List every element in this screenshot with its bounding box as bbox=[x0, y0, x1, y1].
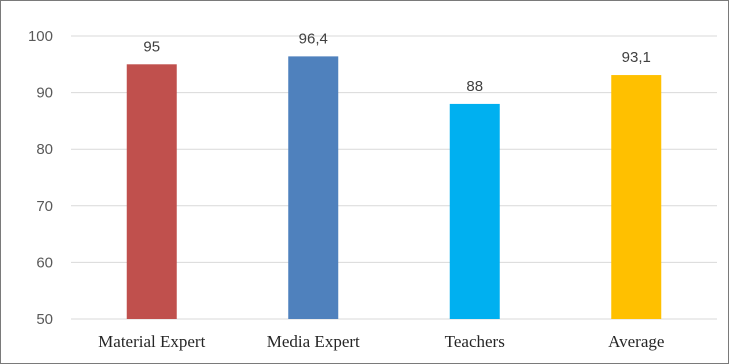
x-tick-label: Material Expert bbox=[98, 332, 205, 351]
bar bbox=[288, 56, 339, 319]
x-tick-label: Average bbox=[608, 332, 664, 351]
data-label: 88 bbox=[466, 78, 483, 95]
bar bbox=[611, 75, 662, 319]
y-tick-label: 90 bbox=[36, 85, 53, 102]
data-label: 93,1 bbox=[622, 49, 651, 66]
gridlines bbox=[71, 35, 717, 320]
data-label: 95 bbox=[143, 38, 160, 55]
bars bbox=[126, 56, 662, 319]
y-tick-label: 70 bbox=[36, 198, 53, 215]
y-tick-label: 60 bbox=[36, 254, 53, 271]
bar bbox=[449, 103, 500, 319]
y-tick-label: 50 bbox=[36, 311, 53, 328]
data-label: 96,4 bbox=[299, 30, 328, 47]
bar bbox=[126, 64, 177, 319]
data-labels: 95 96,4 88 93,1 bbox=[143, 30, 650, 95]
y-axis-tick-labels: 50 60 70 80 90 100 bbox=[28, 28, 53, 328]
x-axis-tick-labels: Material Expert Media Expert Teachers Avera… bbox=[98, 332, 664, 351]
y-tick-label: 100 bbox=[28, 28, 53, 45]
y-tick-label: 80 bbox=[36, 141, 53, 158]
x-tick-label: Teachers bbox=[445, 332, 505, 351]
x-tick-label: Media Expert bbox=[267, 332, 360, 351]
